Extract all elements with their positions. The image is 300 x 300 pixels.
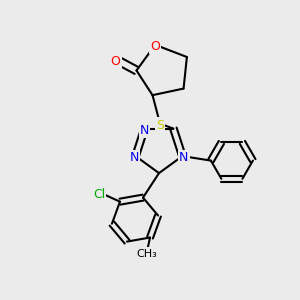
Text: O: O	[150, 40, 160, 53]
Text: S: S	[156, 119, 164, 132]
Text: O: O	[111, 55, 120, 68]
Text: N: N	[179, 151, 189, 164]
Text: Cl: Cl	[93, 188, 105, 201]
Text: CH₃: CH₃	[137, 248, 158, 259]
Text: N: N	[129, 151, 139, 164]
Text: N: N	[140, 124, 149, 136]
